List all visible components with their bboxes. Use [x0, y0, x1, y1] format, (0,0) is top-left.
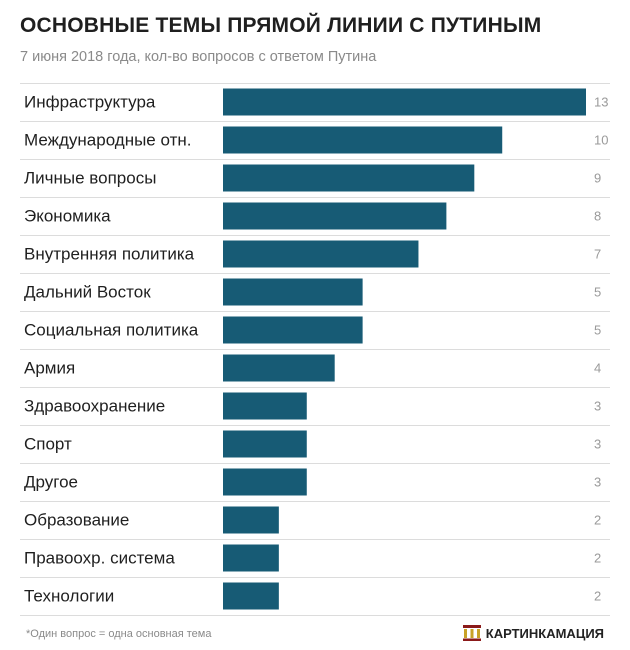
category-label: Технологии	[24, 587, 114, 606]
bar	[223, 354, 335, 382]
value-label: 4	[594, 361, 601, 376]
value-label: 5	[594, 323, 601, 338]
pillars-logo-icon	[462, 625, 481, 641]
category-label: Армия	[24, 359, 75, 378]
value-label: 3	[594, 399, 601, 414]
bar	[223, 240, 419, 268]
value-label: 8	[594, 209, 601, 224]
bar	[223, 126, 503, 154]
value-label: 10	[594, 133, 608, 148]
bar	[223, 202, 447, 230]
bar	[223, 468, 307, 496]
category-label: Спорт	[24, 435, 72, 454]
bar	[223, 164, 475, 192]
footnote: *Один вопрос = одна основная тема	[26, 628, 212, 640]
category-label: Экономика	[24, 207, 111, 226]
bar	[223, 544, 279, 572]
bar	[223, 88, 586, 116]
category-label: Образование	[24, 511, 129, 530]
category-label: Личные вопросы	[24, 169, 156, 188]
bar	[223, 316, 363, 344]
value-label: 3	[594, 475, 601, 490]
bar	[223, 278, 363, 306]
value-label: 9	[594, 171, 601, 186]
category-label: Социальная политика	[24, 321, 199, 340]
category-label: Дальний Восток	[24, 283, 151, 302]
page-title: ОСНОВНЫЕ ТЕМЫ ПРЯМОЙ ЛИНИИ С ПУТИНЫМ	[20, 14, 542, 37]
value-label: 2	[594, 551, 601, 566]
value-label: 5	[594, 285, 601, 300]
category-label: Внутренняя политика	[24, 245, 195, 264]
bar	[223, 582, 279, 610]
value-label: 13	[594, 95, 608, 110]
category-label: Здравоохранение	[24, 397, 165, 416]
brand-name: КАРТИНКАМАЦИЯ	[485, 625, 604, 641]
category-label: Правоохр. система	[24, 549, 175, 568]
bar	[223, 506, 279, 534]
value-label: 3	[594, 437, 601, 452]
category-label: Международные отн.	[24, 131, 191, 150]
value-label: 2	[594, 513, 601, 528]
page-subtitle: 7 июня 2018 года, кол-во вопросов с отве…	[20, 49, 377, 65]
category-label: Инфраструктура	[24, 93, 156, 112]
value-label: 2	[594, 589, 601, 604]
brand: КАРТИНКАМАЦИЯ	[462, 625, 604, 641]
value-label: 7	[594, 247, 601, 262]
bar-chart: Инфраструктура 13 Международные отн. 10 Личн…	[20, 83, 610, 616]
category-label: Другое	[24, 473, 78, 492]
bar	[223, 392, 307, 420]
bar	[223, 430, 307, 458]
